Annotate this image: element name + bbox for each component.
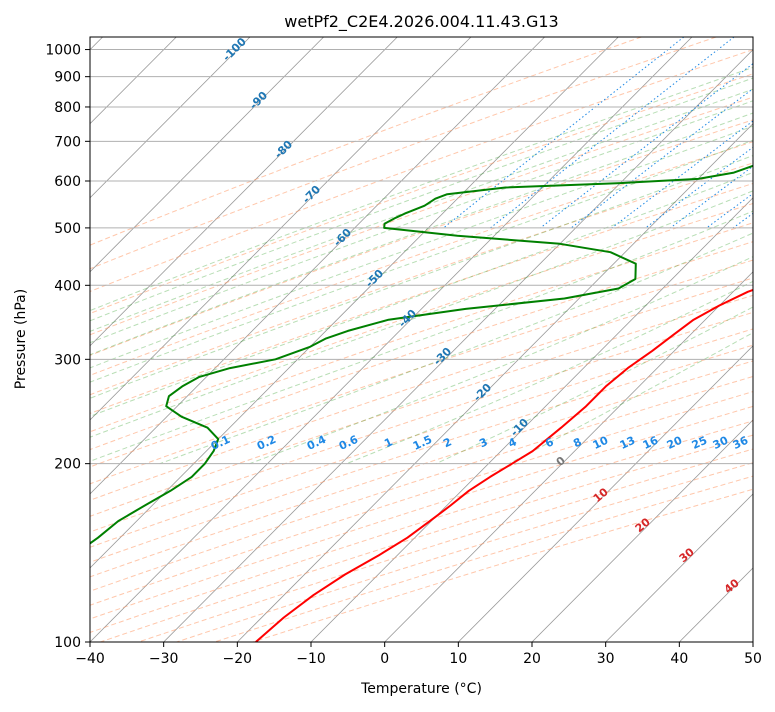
- y-tick-label: 300: [54, 352, 81, 368]
- y-tick-label: 800: [54, 100, 81, 116]
- x-tick-label: 30: [597, 651, 615, 667]
- x-tick-label: 20: [523, 651, 541, 667]
- x-tick-label: 40: [670, 651, 688, 667]
- x-tick-label: −20: [223, 651, 253, 667]
- chart-title: wetPf2_C2E4.2026.004.11.43.G13: [284, 12, 558, 32]
- y-tick-label: 400: [54, 278, 81, 294]
- y-axis-label: Pressure (hPa): [13, 289, 29, 389]
- y-tick-label: 700: [54, 134, 81, 150]
- y-tick-label: 100: [54, 635, 81, 651]
- y-tick-label: 600: [54, 174, 81, 190]
- x-tick-label: −40: [75, 651, 105, 667]
- x-tick-label: −30: [149, 651, 179, 667]
- x-tick-label: 0: [380, 651, 389, 667]
- x-axis-label: Temperature (°C): [360, 681, 482, 697]
- x-tick-label: 50: [744, 651, 762, 667]
- y-tick-label: 200: [54, 457, 81, 473]
- y-tick-label: 1000: [45, 43, 81, 59]
- x-tick-label: 10: [449, 651, 467, 667]
- x-tick-label: −10: [296, 651, 326, 667]
- y-tick-label: 500: [54, 221, 81, 237]
- y-tick-label: 900: [54, 70, 81, 86]
